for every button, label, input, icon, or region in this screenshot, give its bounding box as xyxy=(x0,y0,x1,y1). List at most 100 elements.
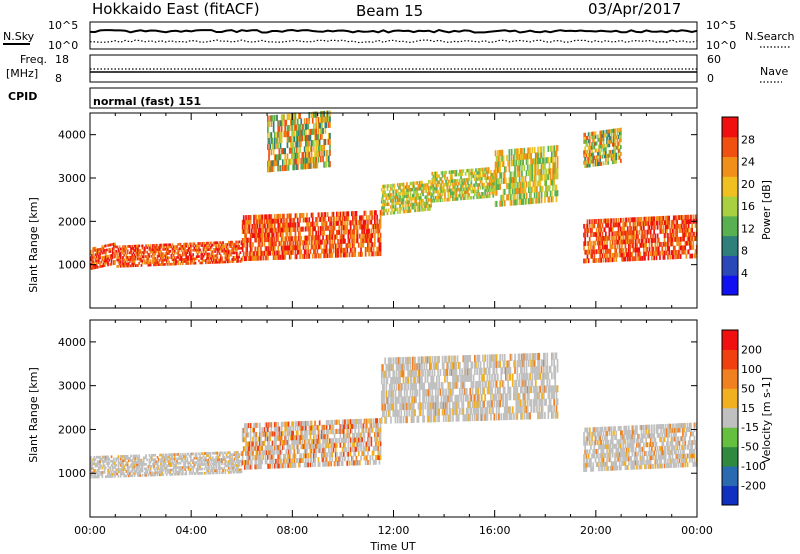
data-cell xyxy=(238,247,240,250)
data-cell xyxy=(528,181,530,188)
data-cell xyxy=(101,457,104,461)
data-cell xyxy=(691,227,693,233)
data-cell xyxy=(269,132,271,139)
data-cell xyxy=(265,422,268,428)
data-cell xyxy=(137,257,139,261)
data-cell xyxy=(229,468,231,472)
data-cell xyxy=(592,240,595,246)
data-cell xyxy=(372,251,375,257)
data-cell xyxy=(593,138,596,143)
data-cell xyxy=(470,171,473,176)
data-cell xyxy=(537,158,539,165)
data-cell xyxy=(269,431,271,437)
data-cell xyxy=(630,230,632,236)
data-cell xyxy=(434,189,437,194)
data-cell xyxy=(234,251,237,255)
data-cell xyxy=(684,249,687,255)
data-cell xyxy=(603,133,606,138)
data-cell xyxy=(478,177,481,181)
data-cell xyxy=(597,223,599,229)
data-cell xyxy=(617,152,620,157)
data-cell xyxy=(138,474,140,477)
data-cell xyxy=(119,247,122,251)
data-cell xyxy=(94,248,97,252)
data-cell xyxy=(586,232,589,238)
data-cell xyxy=(145,255,147,258)
data-cell xyxy=(545,174,547,181)
data-cell xyxy=(310,212,313,218)
data-cell xyxy=(110,260,113,264)
data-cell xyxy=(164,263,167,266)
data-cell xyxy=(194,456,197,460)
data-cell xyxy=(209,469,212,473)
data-cell xyxy=(310,157,313,164)
data-cell xyxy=(214,261,216,264)
data-cell xyxy=(459,172,461,177)
data-cell xyxy=(252,441,254,447)
data-cell xyxy=(315,253,317,259)
data-cell xyxy=(694,253,697,259)
data-cell xyxy=(425,189,428,193)
data-cell xyxy=(202,463,205,466)
data-cell xyxy=(368,237,370,243)
data-cell xyxy=(257,237,260,243)
data-cell xyxy=(269,241,271,247)
data-cell xyxy=(317,253,320,259)
data-cell xyxy=(618,239,621,245)
data-cell xyxy=(238,255,240,259)
data-cell xyxy=(644,221,646,226)
data-cell xyxy=(521,165,523,172)
data-cell xyxy=(684,223,687,229)
data-cell xyxy=(110,254,113,257)
data-cell xyxy=(254,464,257,470)
data-cell xyxy=(104,457,107,461)
data-cell xyxy=(292,136,294,143)
data-cell xyxy=(149,244,152,247)
data-cell xyxy=(605,218,607,224)
data-cell xyxy=(232,245,235,248)
data-cell xyxy=(193,465,196,469)
data-cell xyxy=(370,237,373,243)
data-cell xyxy=(132,467,135,471)
data-cell xyxy=(302,244,305,250)
data-cell xyxy=(637,217,639,222)
data-cell xyxy=(375,210,377,216)
data-cell xyxy=(530,164,532,171)
data-cell xyxy=(414,187,416,191)
data-cell xyxy=(555,195,558,202)
data-cell xyxy=(396,207,399,211)
data-cell xyxy=(530,186,532,193)
data-cell xyxy=(148,460,151,464)
data-cell xyxy=(179,457,182,461)
data-cell xyxy=(600,147,603,152)
data-cell xyxy=(325,234,328,240)
data-cell xyxy=(314,235,316,241)
data-cell xyxy=(214,241,216,245)
data-cell xyxy=(107,261,109,265)
data-cell xyxy=(236,247,238,250)
data-cell xyxy=(138,458,140,462)
data-cell xyxy=(424,186,427,190)
data-cell xyxy=(137,458,139,462)
data-cell xyxy=(630,226,632,231)
data-cell xyxy=(674,245,676,251)
data-cell xyxy=(692,240,695,246)
data-cell xyxy=(603,227,606,233)
data-cell xyxy=(162,252,165,255)
data-cell xyxy=(531,164,534,171)
data-cell xyxy=(516,199,519,206)
data-cell xyxy=(123,245,125,248)
data-cell xyxy=(207,469,209,473)
data-cell xyxy=(548,168,551,175)
data-cell xyxy=(242,238,245,243)
data-cell xyxy=(447,197,450,202)
data-cell xyxy=(319,226,322,231)
data-cell xyxy=(592,131,595,136)
data-cell xyxy=(672,232,675,238)
data-cell xyxy=(156,467,159,470)
data-cell xyxy=(396,201,399,205)
data-cell xyxy=(425,201,428,205)
data-cell xyxy=(195,250,198,254)
data-cell xyxy=(218,252,221,255)
data-cell xyxy=(210,467,213,470)
